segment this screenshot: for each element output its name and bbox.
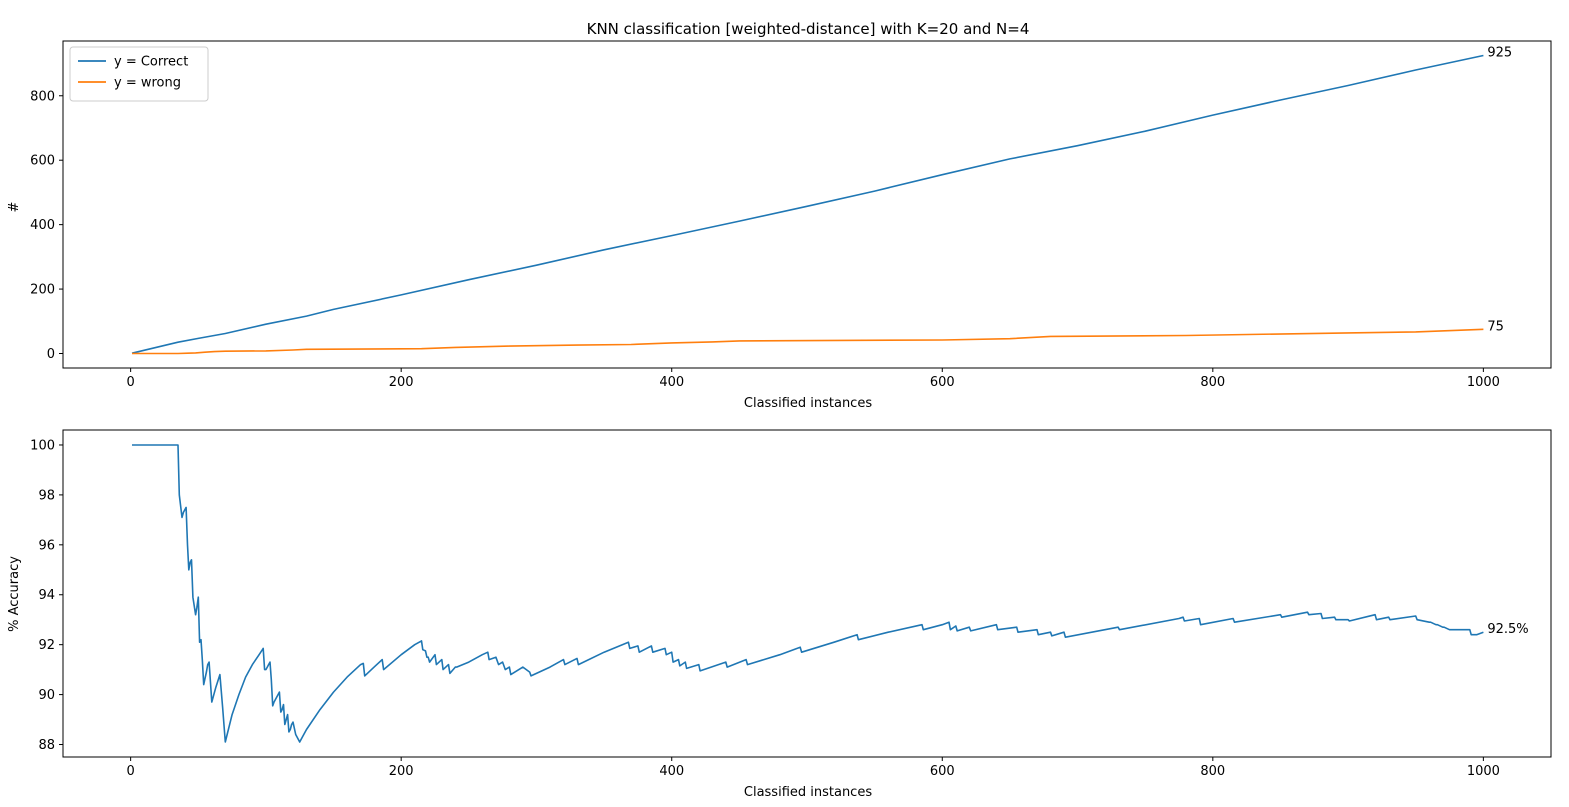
y-tick-label: 400 (30, 218, 55, 233)
series-line-1 (131, 54, 1484, 354)
end-value-label: 75 (1487, 319, 1504, 334)
y-tick-label: 0 (47, 347, 55, 362)
top-chart-title: KNN classification [weighted-distance] w… (587, 20, 1030, 38)
x-tick-label: 0 (126, 764, 134, 779)
bottom-chart-series (132, 444, 1484, 743)
y-tick-label: 96 (38, 538, 55, 553)
y-tick-label: 600 (30, 154, 55, 169)
x-tick-label: 0 (126, 375, 134, 390)
x-tick-label: 800 (1200, 764, 1225, 779)
y-tick-label: 200 (30, 283, 55, 298)
x-tick-label: 400 (659, 764, 684, 779)
y-tick-label: 98 (38, 488, 55, 503)
x-tick-label: 400 (659, 375, 684, 390)
x-tick-label: 1000 (1467, 764, 1500, 779)
y-tick-label: 800 (30, 89, 55, 104)
x-tick-label: 600 (930, 764, 955, 779)
top-chart-frame (62, 40, 1552, 369)
bottom-chart-xlabel: Classified instances (744, 785, 872, 800)
x-tick-label: 1000 (1467, 375, 1500, 390)
y-tick-label: 92 (38, 638, 55, 653)
y-tick-label: 100 (30, 438, 55, 453)
x-tick-label: 600 (930, 375, 955, 390)
bottom-chart-annotations: 92.5% (1487, 622, 1528, 637)
bottom-chart-frame (62, 429, 1552, 758)
series-line-2 (132, 328, 1484, 355)
top-chart-legend: y = Correct y = wrong (69, 46, 209, 102)
end-value-label: 92.5% (1487, 622, 1528, 637)
top-chart-ticks: 0 200 400 600 800 1000 0 200 400 600 800 (30, 89, 1500, 390)
top-chart-ylabel: # (7, 202, 22, 213)
bottom-chart-ylabel: % Accuracy (7, 556, 22, 632)
top-chart-series (131, 54, 1484, 355)
y-tick-label: 94 (38, 588, 55, 603)
end-value-label: 925 (1487, 45, 1512, 60)
legend-entry: y = wrong (114, 76, 181, 91)
bottom-chart: 0 200 400 600 800 1000 88 90 92 94 96 98 100 92.5% (30, 429, 1552, 779)
y-tick-label: 90 (38, 688, 55, 703)
x-tick-label: 200 (389, 375, 414, 390)
top-chart-xlabel: Classified instances (744, 396, 872, 411)
legend-entry: y = Correct (114, 55, 188, 70)
x-tick-label: 800 (1200, 375, 1225, 390)
x-tick-label: 200 (389, 764, 414, 779)
series-line-1 (132, 444, 1484, 743)
top-chart-annotations: 925 75 (1487, 45, 1512, 334)
bottom-chart-ticks: 0 200 400 600 800 1000 88 90 92 94 96 98 100 (30, 438, 1500, 779)
top-chart: 0 200 400 600 800 1000 0 200 400 600 800 925 75 y =… (30, 40, 1552, 390)
y-tick-label: 88 (38, 738, 55, 753)
